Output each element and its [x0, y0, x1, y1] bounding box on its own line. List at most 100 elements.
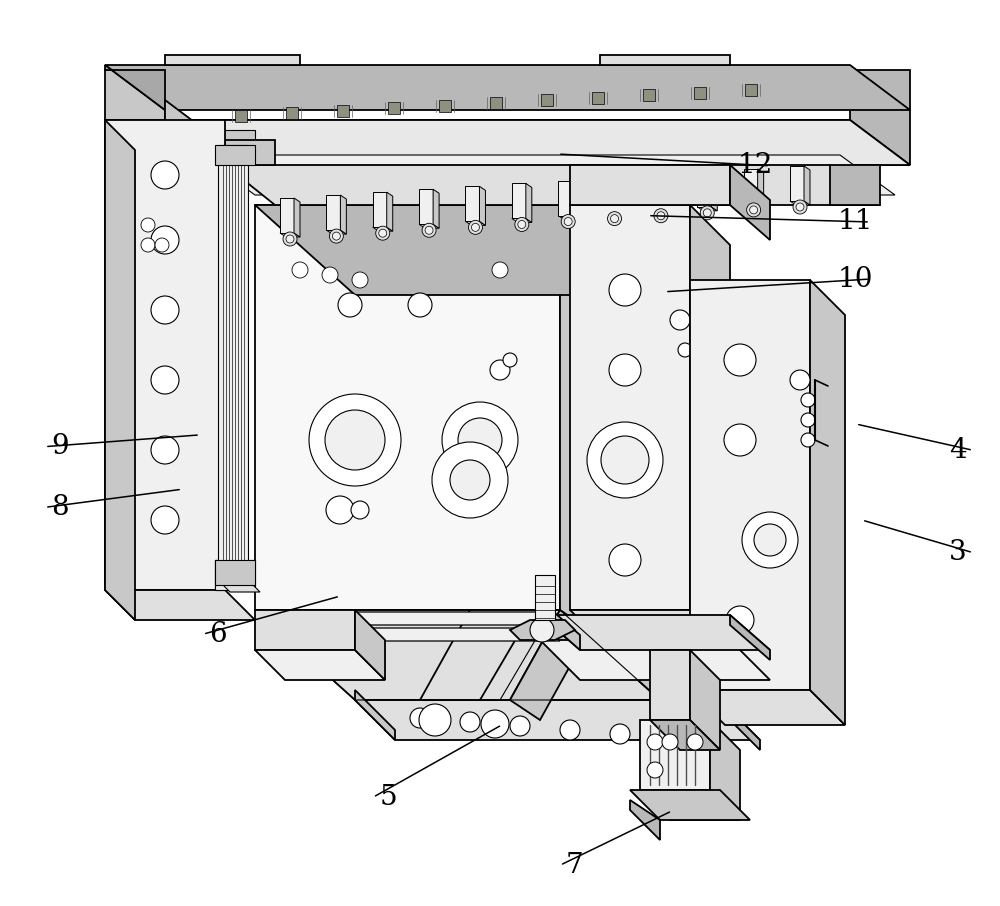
Polygon shape: [619, 178, 625, 217]
Polygon shape: [419, 225, 439, 228]
Polygon shape: [570, 205, 690, 610]
Polygon shape: [105, 70, 165, 120]
Circle shape: [654, 208, 668, 223]
Polygon shape: [255, 610, 355, 650]
Polygon shape: [540, 615, 770, 650]
Polygon shape: [744, 169, 758, 204]
Polygon shape: [744, 204, 764, 207]
Circle shape: [622, 362, 638, 378]
Circle shape: [629, 354, 641, 366]
Circle shape: [410, 708, 430, 728]
Circle shape: [351, 501, 369, 519]
Circle shape: [611, 215, 619, 223]
Circle shape: [151, 296, 179, 324]
Polygon shape: [215, 560, 245, 590]
Polygon shape: [200, 155, 895, 195]
Text: 6: 6: [209, 621, 227, 648]
Circle shape: [703, 208, 711, 217]
Circle shape: [141, 218, 155, 232]
Circle shape: [425, 226, 433, 235]
Polygon shape: [605, 213, 625, 217]
Circle shape: [724, 424, 756, 456]
Polygon shape: [570, 165, 730, 205]
Circle shape: [510, 716, 530, 736]
Polygon shape: [650, 720, 720, 750]
Text: 11: 11: [837, 208, 873, 236]
Text: 8: 8: [51, 494, 69, 521]
Polygon shape: [355, 700, 760, 740]
Polygon shape: [640, 790, 740, 820]
Polygon shape: [490, 97, 502, 109]
Polygon shape: [225, 140, 275, 165]
Circle shape: [687, 734, 703, 750]
Polygon shape: [105, 65, 165, 110]
Circle shape: [309, 394, 401, 486]
Circle shape: [662, 734, 678, 750]
Polygon shape: [260, 628, 560, 641]
Polygon shape: [433, 189, 439, 228]
Circle shape: [530, 618, 554, 642]
Polygon shape: [255, 610, 660, 700]
Polygon shape: [215, 145, 255, 165]
Circle shape: [603, 378, 627, 402]
Polygon shape: [373, 192, 387, 227]
Polygon shape: [105, 120, 910, 165]
Polygon shape: [697, 172, 711, 207]
Polygon shape: [235, 110, 247, 122]
Circle shape: [515, 217, 529, 231]
Polygon shape: [665, 175, 671, 214]
Polygon shape: [388, 102, 400, 114]
Polygon shape: [294, 198, 300, 237]
Polygon shape: [105, 65, 910, 110]
Text: 9: 9: [51, 433, 69, 460]
Circle shape: [458, 418, 502, 462]
Polygon shape: [592, 92, 604, 104]
Polygon shape: [512, 218, 532, 223]
Polygon shape: [165, 55, 300, 65]
Circle shape: [492, 262, 508, 278]
Polygon shape: [387, 192, 393, 231]
Circle shape: [793, 200, 807, 214]
Circle shape: [670, 310, 690, 330]
Circle shape: [773, 141, 787, 155]
Polygon shape: [255, 205, 660, 295]
Polygon shape: [690, 650, 720, 750]
Polygon shape: [105, 120, 225, 590]
Circle shape: [700, 206, 714, 220]
Polygon shape: [540, 600, 580, 650]
Circle shape: [155, 238, 169, 252]
Text: 12: 12: [737, 152, 773, 179]
Polygon shape: [790, 166, 804, 201]
Polygon shape: [630, 800, 660, 840]
Polygon shape: [510, 620, 575, 640]
Polygon shape: [558, 216, 578, 219]
Polygon shape: [218, 145, 248, 580]
Polygon shape: [690, 205, 730, 650]
Polygon shape: [745, 84, 757, 96]
Polygon shape: [280, 198, 294, 233]
Circle shape: [561, 215, 575, 228]
Circle shape: [325, 410, 385, 470]
Polygon shape: [355, 690, 395, 740]
Polygon shape: [651, 209, 671, 214]
Circle shape: [790, 370, 810, 390]
Circle shape: [647, 762, 663, 778]
Polygon shape: [643, 89, 655, 101]
Text: 4: 4: [949, 437, 967, 464]
Polygon shape: [420, 610, 560, 700]
Circle shape: [518, 220, 526, 228]
Circle shape: [471, 224, 479, 231]
Polygon shape: [651, 175, 665, 209]
Circle shape: [678, 343, 692, 357]
Polygon shape: [711, 172, 717, 211]
Polygon shape: [605, 178, 619, 213]
Polygon shape: [850, 70, 910, 165]
Circle shape: [609, 274, 641, 306]
Polygon shape: [810, 280, 845, 725]
Polygon shape: [512, 183, 526, 218]
Circle shape: [610, 724, 630, 744]
Polygon shape: [215, 560, 255, 590]
Circle shape: [141, 238, 155, 252]
Circle shape: [801, 393, 815, 407]
Circle shape: [151, 161, 179, 189]
